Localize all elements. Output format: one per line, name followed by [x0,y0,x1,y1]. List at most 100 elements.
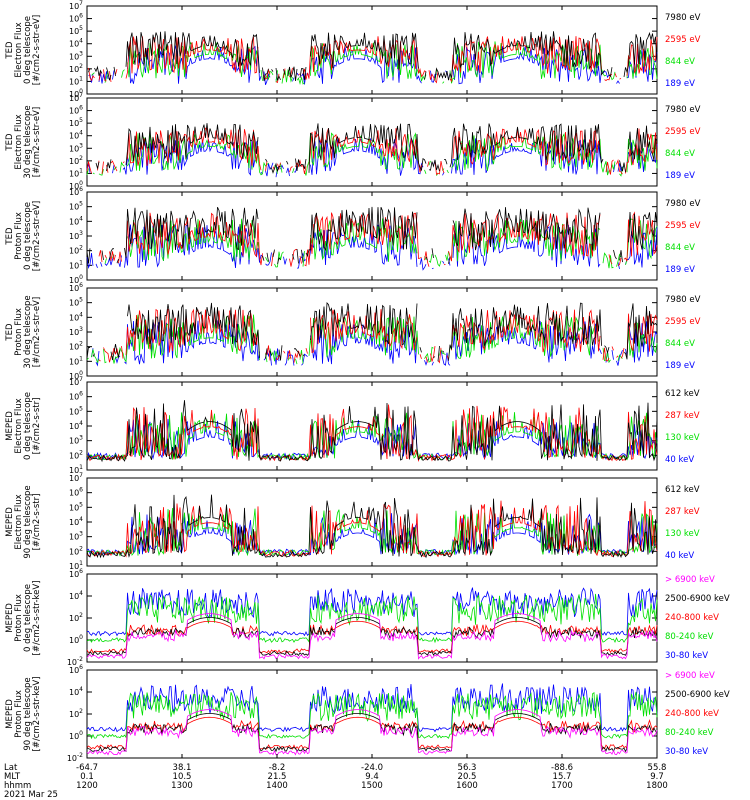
series-line-7980-ev [95,123,658,174]
y-axis-label: [#/cm2-s-str-eV] [32,107,42,177]
y-tick-label: 107 [69,472,83,483]
legend-entry: 287 keV [665,411,700,421]
x-row-label: 2021 Mar 25 [4,790,58,800]
x-tick-label-lat: -8.2 [269,763,286,773]
series-line-7980-ev [88,31,658,82]
y-tick-label: 107 [69,376,83,387]
y-tick-label: 104 [69,516,83,527]
y-axis-label: MEPED [5,603,15,633]
y-tick-label: 104 [69,130,83,141]
y-tick-label: 104 [69,686,83,697]
y-tick-label: 102 [69,245,83,256]
y-axis-label: [#/cm2-s-str-eV] [32,15,42,85]
panel-6: 101 102 103 104 105 106 107 MEPED Electron Flux 9… [5,472,700,571]
panel-5: 101 102 103 104 105 106 107 MEPED Electron Flux 0… [5,376,700,475]
y-tick-label: 103 [69,230,83,241]
legend-entry: 40 keV [665,551,694,561]
y-tick-label: 102 [69,708,83,719]
y-tick-label: 102 [69,449,83,460]
y-tick-label: 104 [69,590,83,601]
legend-entry: 7980 eV [665,295,701,305]
legend-entry: 2595 eV [665,221,701,231]
y-axis-label: Electron Flux [14,494,24,549]
x-tick-label-lat: -64.7 [76,763,98,773]
legend-entry: 7980 eV [665,199,701,209]
panel-8: 10-2 100 102 104 106 MEPED Proton Flux 90 deg t… [5,664,730,763]
legend-entry: 80-240 keV [665,632,714,642]
y-tick-label: 10-2 [67,752,83,763]
series-line-2500-6900-kev [86,713,658,753]
y-axis-label: [#/cm2-s-str-eV] [32,297,42,367]
legend-entry: 240-800 keV [665,709,719,719]
x-tick-label-hhmm: 1700 [551,781,573,791]
y-axis-label: MEPED [5,507,15,537]
x-tick-label-hhmm: 1400 [266,781,288,791]
legend-entry: 844 eV [665,339,695,349]
x-row-label: Lat [4,763,18,773]
y-tick-label: 106 [69,391,83,402]
x-tick-label-mlt: 9.4 [365,772,379,782]
y-tick-label: 106 [69,13,83,24]
y-axis-label: [#/cm2-s-str] [32,398,42,455]
x-tick-label-mlt: 20.5 [458,772,477,782]
y-tick-label: 106 [69,487,83,498]
y-tick-label: 106 [69,186,83,197]
y-tick-label: 105 [69,405,83,416]
x-tick-label-lat: 56.3 [458,763,477,773]
legend-entry: 30-80 keV [665,651,708,661]
y-axis-label: MEPED [5,411,15,441]
y-axis-label: 0 deg telescope [23,584,33,652]
y-tick-label: 100 [69,180,83,191]
panel-3: 100 101 102 103 104 105 106 TED Proton Flux 0 deg… [5,186,701,285]
legend-entry: 612 keV [665,485,700,495]
series-line-240-800-kev [86,620,658,654]
y-axis-label: 0 deg telescope [23,392,33,460]
legend-entry: 844 eV [665,149,695,159]
x-tick-label-lat: -24.0 [361,763,383,773]
y-tick-label: 101 [69,75,83,86]
series-line--6900-kev [86,709,658,756]
legend-entry: 2595 eV [665,127,701,137]
y-axis-label: TED [5,41,15,60]
legend-entry: 240-800 keV [665,613,719,623]
legend-entry: 2500-6900 keV [665,594,730,604]
series-line-2500-6900-kev [86,617,658,657]
legend-entry: 612 keV [665,389,700,399]
y-axis-label: MEPED [5,699,15,729]
series-line--6900-kev [86,613,658,660]
legend-entry: 287 keV [665,507,700,517]
y-tick-label: 105 [69,117,83,128]
legend-entry: 2500-6900 keV [665,690,730,700]
y-tick-label: 105 [69,25,83,36]
y-axis-label: Electron Flux [14,398,24,453]
series-line-844-ev [86,314,658,365]
x-tick-label-hhmm: 1800 [646,781,668,791]
y-axis-label: 30 deg telescope [23,295,33,368]
y-tick-label: 100 [69,274,83,285]
panel-frame [86,477,658,567]
y-tick-label: 102 [69,63,83,74]
y-tick-label: 102 [69,341,83,352]
y-axis-label: Proton Flux [14,690,24,738]
y-tick-label: 105 [69,201,83,212]
panel-4: 100 101 102 103 104 105 106 TED Proton Flux 30 de… [5,282,701,381]
y-tick-label: 105 [69,297,83,308]
series-line-7980-ev [86,206,658,264]
legend-entry: > 6900 keV [665,575,715,585]
y-tick-label: 104 [69,420,83,431]
x-tick-label-mlt: 10.5 [173,772,192,782]
legend-entry: 844 eV [665,57,695,67]
y-tick-label: 100 [69,370,83,381]
y-tick-label: 101 [69,167,83,178]
series-line-80-240-kev [86,593,658,644]
y-axis-label: Proton Flux [14,308,24,356]
legend-entry: > 6900 keV [665,671,715,681]
series-line-30-80-kev [86,683,658,733]
y-tick-label: 102 [69,545,83,556]
y-axis-label: 0 deg telescope [23,202,33,270]
legend-entry: 189 eV [665,79,695,89]
legend-entry: 30-80 keV [665,747,708,757]
